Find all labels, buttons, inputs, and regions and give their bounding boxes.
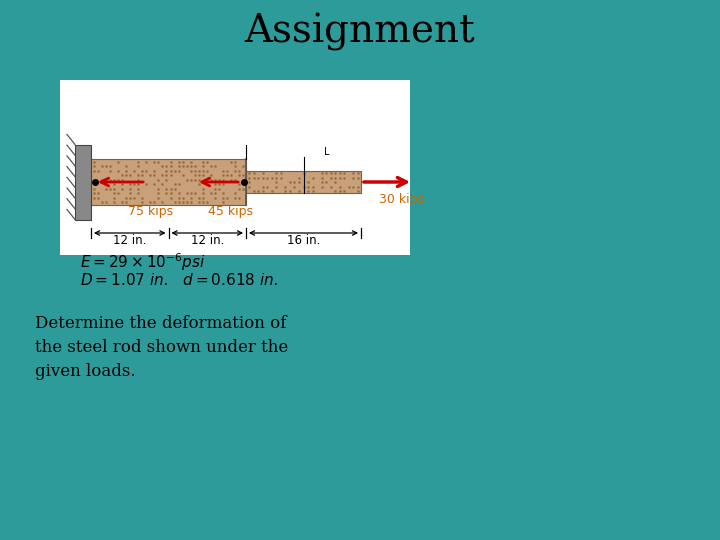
Text: $D = 1.07$ in.   $d = 0.618$ in.: $D = 1.07$ in. $d = 0.618$ in.: [80, 272, 278, 288]
Text: 12 in.: 12 in.: [113, 234, 146, 247]
Text: 75 kips: 75 kips: [128, 205, 174, 218]
Text: $E = 29 \times 10^{-6}$psi: $E = 29 \times 10^{-6}$psi: [80, 251, 206, 273]
Text: Determine the deformation of
the steel rod shown under the
given loads.: Determine the deformation of the steel r…: [35, 315, 288, 380]
Bar: [75, 145, 91, 219]
Text: 45 kips: 45 kips: [209, 205, 253, 218]
Bar: [91, 159, 246, 205]
Text: L: L: [324, 147, 329, 157]
Text: 12 in.: 12 in.: [191, 234, 224, 247]
Text: 16 in.: 16 in.: [287, 234, 320, 247]
Text: 30 kips: 30 kips: [379, 193, 424, 206]
Text: Assignment: Assignment: [245, 13, 475, 51]
Bar: [60, 80, 410, 255]
Bar: [246, 171, 361, 193]
